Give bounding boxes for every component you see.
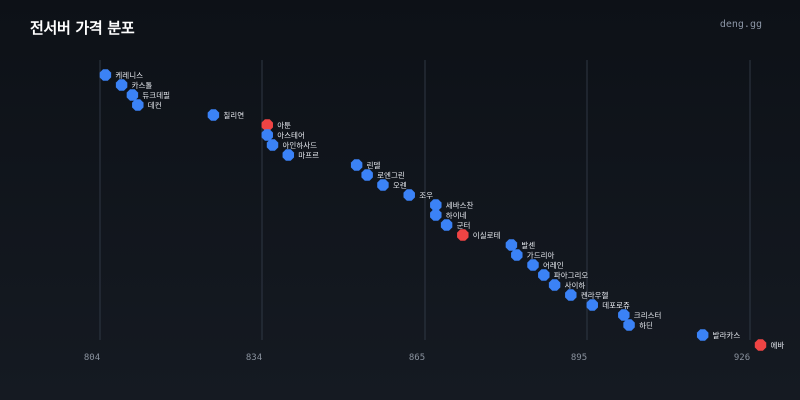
point-marker[interactable]: [538, 269, 550, 281]
data-point[interactable]: 세바스찬: [430, 199, 474, 211]
point-label: 아인하사드: [283, 140, 318, 150]
point-label: 에바: [771, 340, 785, 350]
point-label: 크리스터: [634, 311, 662, 320]
point-label: 데컨: [148, 100, 162, 110]
point-marker[interactable]: [618, 309, 630, 321]
point-marker[interactable]: [511, 249, 523, 261]
x-axis-ticks: 804 834 865 895 926: [84, 353, 750, 363]
point-label: 카스톨: [132, 81, 153, 90]
data-point[interactable]: 아툰: [261, 119, 292, 131]
data-point[interactable]: 에바: [754, 339, 785, 351]
point-marker[interactable]: [261, 129, 273, 141]
point-label: 아툰: [277, 120, 291, 130]
point-marker-highlight[interactable]: [261, 119, 273, 131]
data-point[interactable]: 발센: [505, 239, 536, 251]
point-label: 린델: [367, 160, 381, 170]
data-point[interactable]: 아스테어: [261, 129, 305, 141]
data-point[interactable]: 파아그리오: [538, 269, 589, 281]
data-point[interactable]: 어레인: [527, 259, 564, 271]
point-label: 케레니스: [115, 71, 143, 80]
data-point[interactable]: 데컨: [132, 99, 162, 111]
data-point[interactable]: 린델: [350, 159, 381, 171]
data-point[interactable]: 가드리아: [511, 249, 555, 261]
data-point[interactable]: 오렌: [377, 179, 407, 191]
x-tick-label: 895: [571, 353, 587, 363]
point-marker[interactable]: [565, 289, 577, 301]
point-label: 데포로쥬: [602, 301, 630, 310]
point-label: 오렌: [393, 180, 407, 190]
point-label: 하딘: [639, 320, 653, 330]
x-tick-label: 926: [734, 353, 750, 363]
point-marker[interactable]: [207, 109, 220, 121]
point-label: 세바스찬: [446, 200, 474, 210]
point-marker[interactable]: [266, 139, 279, 151]
point-marker[interactable]: [586, 299, 598, 311]
brand-label: deng.gg: [719, 19, 762, 30]
point-label: 마프르: [298, 151, 319, 160]
point-label: 가드리아: [527, 250, 555, 260]
point-label: 발라카스: [713, 331, 741, 340]
point-marker[interactable]: [430, 199, 442, 211]
data-points: 케레니스카스톨듀크데필데컨칠리연아툰아스테어아인하사드마프르린델로엔그린오렌조우…: [99, 69, 785, 351]
point-marker[interactable]: [440, 219, 453, 231]
data-point[interactable]: 데포로쥬: [586, 299, 630, 311]
data-point[interactable]: 켄라우헬: [565, 289, 609, 301]
data-point[interactable]: 칠리연: [207, 109, 245, 121]
data-point[interactable]: 하딘: [623, 319, 653, 331]
point-label: 조우: [419, 191, 433, 200]
point-marker[interactable]: [132, 99, 144, 111]
point-marker[interactable]: [126, 89, 139, 101]
data-point[interactable]: 사이하: [548, 279, 586, 291]
point-label: 아스테어: [277, 130, 305, 140]
data-point[interactable]: 듀크데필: [126, 89, 170, 101]
point-marker[interactable]: [623, 319, 635, 331]
point-marker-highlight[interactable]: [457, 229, 469, 241]
page-title: 전서버 가격 분포: [30, 19, 135, 37]
point-marker[interactable]: [115, 79, 128, 91]
x-tick-label: 865: [409, 353, 425, 363]
data-point[interactable]: 케레니스: [99, 69, 143, 81]
point-label: 이실로테: [473, 230, 501, 240]
point-label: 파아그리오: [554, 270, 589, 280]
point-marker[interactable]: [377, 179, 389, 191]
point-marker[interactable]: [361, 169, 373, 181]
point-marker[interactable]: [350, 159, 363, 171]
point-marker[interactable]: [548, 279, 561, 291]
point-label: 하이네: [446, 210, 467, 220]
data-point[interactable]: 아인하사드: [266, 139, 318, 151]
data-point[interactable]: 군터: [440, 219, 471, 231]
point-label: 듀크데필: [142, 90, 170, 100]
point-label: 로엔그린: [377, 170, 405, 180]
x-tick-label: 834: [246, 353, 262, 363]
point-label: 군터: [457, 221, 471, 230]
data-point[interactable]: 마프르: [282, 149, 320, 161]
point-marker[interactable]: [99, 69, 112, 81]
data-point[interactable]: 발라카스: [696, 329, 741, 341]
point-marker[interactable]: [430, 209, 442, 221]
x-tick-label: 804: [84, 353, 100, 363]
data-point[interactable]: 하이네: [430, 209, 467, 221]
data-point[interactable]: 로엔그린: [361, 169, 405, 181]
point-label: 사이하: [565, 280, 586, 290]
point-marker-highlight[interactable]: [754, 339, 767, 351]
data-point[interactable]: 이실로테: [457, 229, 501, 241]
data-point[interactable]: 크리스터: [618, 309, 662, 321]
point-label: 켄라우헬: [581, 290, 609, 300]
point-label: 칠리연: [223, 111, 244, 120]
data-point[interactable]: 카스톨: [115, 79, 153, 91]
point-label: 어레인: [543, 260, 564, 270]
point-marker[interactable]: [282, 149, 295, 161]
point-label: 발센: [521, 240, 535, 250]
data-point[interactable]: 조우: [403, 189, 434, 201]
grid-layer: [99, 60, 751, 340]
point-marker[interactable]: [696, 329, 709, 341]
point-marker[interactable]: [527, 259, 539, 271]
point-marker[interactable]: [403, 189, 415, 201]
point-marker[interactable]: [505, 239, 518, 251]
